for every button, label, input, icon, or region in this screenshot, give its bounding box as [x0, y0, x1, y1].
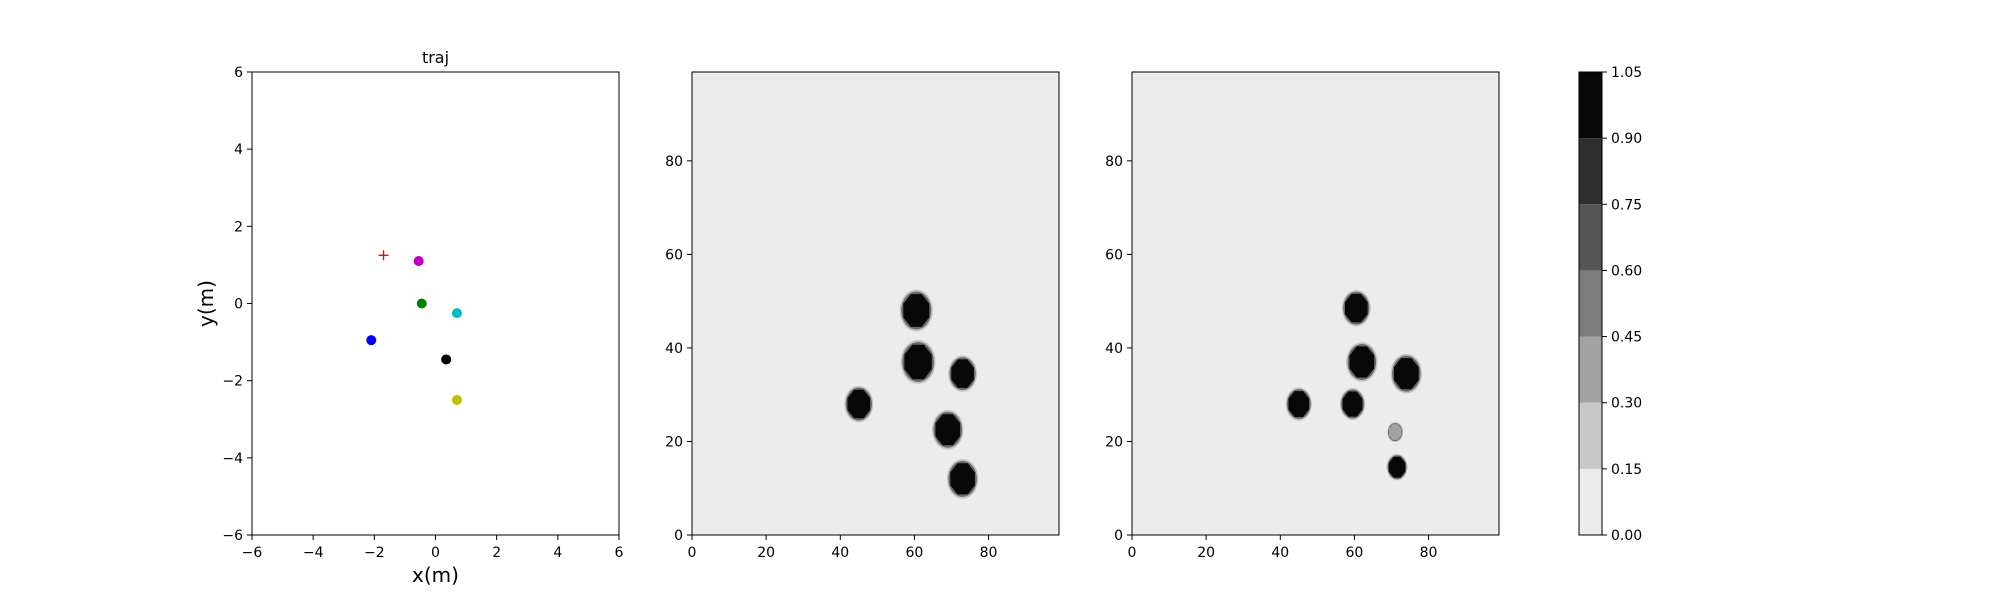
colorbar-tick-label: 0.60	[1611, 263, 1642, 279]
heatmap-b-y-tick-label: 20	[1105, 434, 1123, 450]
plus-marker	[378, 250, 389, 261]
traj-y-tick-label: 4	[234, 142, 243, 158]
heatmap-panel-b: 0 20 40 60 80 0 20 40 60 80	[1105, 71, 1500, 561]
traj-x-ticks: −6 −4 −2 0 2 4 6	[242, 535, 624, 561]
heatmap-a-y-tick-label: 60	[665, 247, 683, 263]
heatmap-b-y-ticks: 0 20 40 60 80	[1105, 154, 1132, 544]
traj-x-tick-label: 0	[431, 545, 440, 561]
heatmap-a-blob	[932, 409, 964, 450]
heatmap-b-background	[1132, 72, 1499, 535]
heatmap-b-x-tick-label: 20	[1197, 545, 1215, 561]
colorbar-frame	[1578, 71, 1603, 536]
heatmap-a-blob	[899, 289, 933, 332]
heatmap-a-y-tick-label: 20	[665, 434, 683, 450]
heatmap-b-blob	[1386, 453, 1408, 481]
traj-y-tick-label: 2	[234, 219, 243, 235]
heatmap-a-y-tick-label: 0	[674, 528, 683, 544]
traj-frame	[251, 71, 620, 536]
heatmap-b-frame	[1131, 71, 1500, 536]
heatmap-b-y-tick-label: 60	[1105, 247, 1123, 263]
traj-y-axis-label: y(m)	[194, 280, 218, 327]
heatmap-b-y-tick-label: 0	[1114, 528, 1123, 544]
traj-x-tick-label: −4	[303, 545, 324, 561]
colorbar-tick-label: 1.05	[1611, 65, 1642, 81]
heatmap-a-frame	[691, 71, 1060, 536]
trajectory-point	[451, 394, 462, 405]
heatmap-b-x-tick-label: 0	[1128, 545, 1137, 561]
heatmap-b-x-ticks: 0 20 40 60 80	[1128, 535, 1438, 561]
trajectory-point	[416, 298, 427, 309]
heatmap-a-blobs	[844, 289, 979, 499]
colorbar-ticks: 0.00 0.15 0.30 0.45 0.60 0.75 0.90 1.05	[1602, 65, 1642, 544]
heatmap-a-x-tick-label: 60	[906, 545, 924, 561]
trajectory-point	[366, 335, 377, 346]
heatmap-panel-a: 0 20 40 60 80 0 20 40 60 80	[665, 71, 1060, 561]
heatmap-a-x-tick-label: 80	[980, 545, 998, 561]
heatmap-a-y-tick-label: 40	[665, 341, 683, 357]
colorbar-band	[1579, 138, 1602, 205]
colorbar-band	[1579, 468, 1602, 535]
heatmap-a-blob	[900, 339, 936, 385]
traj-x-tick-label: 4	[553, 545, 562, 561]
heatmap-a-x-tick-label: 20	[757, 545, 775, 561]
trajectory-point	[413, 256, 424, 267]
heatmap-a-x-tick-label: 40	[831, 545, 849, 561]
heatmap-b-blob	[1390, 353, 1423, 394]
colorbar-tick-label: 0.00	[1611, 528, 1642, 544]
heatmap-b-blob	[1285, 387, 1312, 421]
traj-y-tick-label: 0	[234, 297, 243, 313]
colorbar-bands	[1579, 72, 1602, 535]
trajectory-point	[451, 308, 462, 319]
heatmap-b-y-tick-label: 40	[1105, 341, 1123, 357]
colorbar-band	[1579, 204, 1602, 271]
traj-x-axis-label: x(m)	[412, 563, 459, 587]
colorbar-tick-label: 0.45	[1611, 330, 1642, 346]
colorbar-tick-label: 0.15	[1611, 462, 1642, 478]
traj-y-ticks: −6 −4 −2 0 2 4 6	[222, 65, 252, 544]
heatmap-b-blob	[1339, 388, 1366, 421]
heatmap-a-blob	[844, 385, 874, 423]
traj-y-tick-label: −6	[222, 528, 243, 544]
traj-title: traj	[422, 48, 449, 67]
colorbar-band	[1579, 336, 1602, 403]
heatmap-b-x-tick-label: 60	[1346, 545, 1364, 561]
traj-y-tick-label: −2	[222, 374, 243, 390]
traj-y-tick-label: −4	[222, 451, 243, 467]
heatmap-a-background	[692, 72, 1059, 535]
colorbar-band	[1579, 402, 1602, 469]
heatmap-b-x-tick-label: 80	[1420, 545, 1438, 561]
colorbar-band	[1579, 72, 1602, 139]
traj-y-tick-label: 6	[234, 65, 243, 81]
heatmap-a-x-tick-label: 0	[688, 545, 697, 561]
heatmap-a-blob	[946, 459, 979, 499]
colorbar-tick-label: 0.30	[1611, 396, 1642, 412]
colorbar-tick-label: 0.90	[1611, 131, 1642, 147]
heatmap-b-blob	[1346, 342, 1378, 382]
colorbar-band	[1579, 270, 1602, 337]
colorbar: 0.00 0.15 0.30 0.45 0.60 0.75 0.90 1.05	[1578, 65, 1642, 544]
heatmap-b-blobs	[1285, 289, 1423, 481]
heatmap-a-x-ticks: 0 20 40 60 80	[688, 535, 998, 561]
heatmap-b-x-tick-label: 40	[1271, 545, 1289, 561]
traj-x-tick-label: −6	[242, 545, 263, 561]
heatmap-b-y-tick-label: 80	[1105, 154, 1123, 170]
heatmap-a-y-tick-label: 80	[665, 154, 683, 170]
heatmap-b-blob	[1341, 289, 1371, 327]
traj-markers	[366, 250, 462, 405]
traj-x-tick-label: 6	[615, 545, 624, 561]
heatmap-a-blob	[948, 355, 978, 392]
traj-plot-area	[252, 72, 619, 535]
traj-x-tick-label: 2	[492, 545, 501, 561]
traj-panel: traj −6 −4 −2 0 2 4 6 −6 −4 −2 0 2 4 6 x(m) y(m)	[194, 48, 624, 587]
trajectory-point	[441, 354, 452, 365]
colorbar-tick-label: 0.75	[1611, 197, 1642, 213]
heatmap-a-y-ticks: 0 20 40 60 80	[665, 154, 692, 544]
heatmap-b-blob	[1387, 422, 1404, 443]
traj-x-tick-label: −2	[364, 545, 385, 561]
